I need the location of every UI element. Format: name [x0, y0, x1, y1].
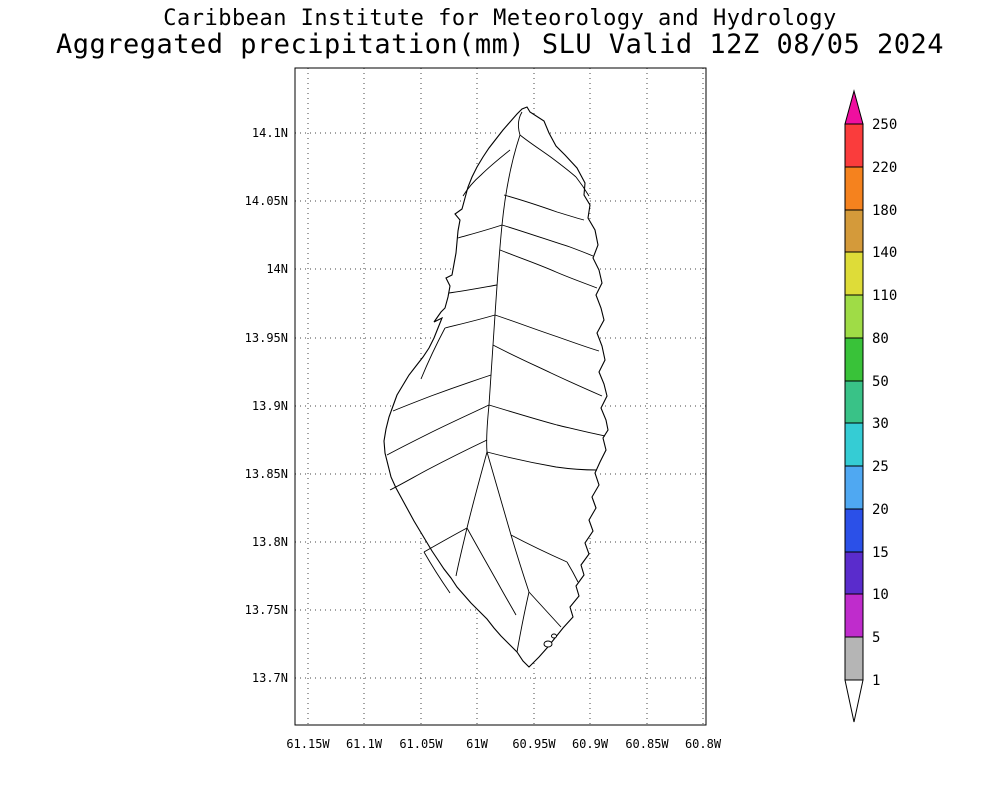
- colorbar-level-label: 20: [872, 502, 889, 518]
- colorbar-segment: [844, 593, 864, 638]
- lon-tick-label: 60.85W: [625, 737, 669, 751]
- colorbar-level-label: 110: [872, 288, 897, 304]
- colorbar-segment: [844, 508, 864, 553]
- colorbar-arrow-top: [844, 89, 864, 125]
- colorbar-arrow-bottom: [844, 679, 864, 723]
- lon-tick-label: 61.05W: [399, 737, 443, 751]
- colorbar-level-label: 80: [872, 331, 889, 347]
- lat-tick-label: 13.85N: [245, 467, 288, 481]
- colorbar-segment: [844, 551, 864, 595]
- lat-tick-label: 13.8N: [252, 535, 288, 549]
- lon-axis: 61.15W 61.1W 61.05W 61W 60.95W 60.9W 60.…: [286, 737, 722, 751]
- colorbar-level-label: 10: [872, 587, 889, 603]
- lat-tick-label: 13.95N: [245, 331, 288, 345]
- colorbar-segment: [844, 337, 864, 382]
- colorbar-segment: [844, 294, 864, 339]
- figure-title-institution: Caribbean Institute for Meteorology and …: [163, 6, 837, 31]
- colorbar-segment: [844, 636, 864, 681]
- colorbar-segment: [844, 465, 864, 510]
- colorbar-level-label: 180: [872, 203, 897, 219]
- colorbar-segment: [844, 422, 864, 467]
- colorbar: [844, 89, 864, 723]
- lon-tick-label: 60.95W: [512, 737, 556, 751]
- colorbar-segment: [844, 123, 864, 168]
- lon-tick-label: 61.15W: [286, 737, 330, 751]
- lat-tick-label: 14N: [266, 262, 288, 276]
- lat-tick-label: 14.1N: [252, 126, 288, 140]
- colorbar-level-label: 250: [872, 117, 897, 133]
- colorbar-level-label: 30: [872, 416, 889, 432]
- colorbar-level-label: 25: [872, 459, 889, 475]
- lon-tick-label: 61W: [466, 737, 488, 751]
- offshore-islet-small: [551, 633, 557, 639]
- colorbar-level-label: 15: [872, 545, 889, 561]
- colorbar-level-label: 50: [872, 374, 889, 390]
- plot-frame: [294, 67, 707, 726]
- lon-tick-label: 60.8W: [685, 737, 722, 751]
- colorbar-segment: [844, 209, 864, 253]
- colorbar-segment: [844, 380, 864, 424]
- lat-tick-label: 13.75N: [245, 603, 288, 617]
- colorbar-segment: [844, 251, 864, 296]
- lon-tick-label: 61.1W: [346, 737, 383, 751]
- lat-tick-label: 14.05N: [245, 194, 288, 208]
- colorbar-level-label: 220: [872, 160, 897, 176]
- lon-tick-label: 60.9W: [572, 737, 609, 751]
- lat-axis: 14.1N 14.05N 14N 13.95N 13.9N 13.85N 13.…: [245, 126, 288, 685]
- offshore-islet: [543, 640, 553, 648]
- figure-title-main: Aggregated precipitation(mm) SLU Valid 1…: [55, 29, 945, 60]
- lat-tick-label: 13.7N: [252, 671, 288, 685]
- colorbar-level-label: 5: [872, 630, 880, 646]
- colorbar-labels: 250 220 180 140 110 80 50 30 25 20 15 10…: [872, 117, 897, 689]
- island-coastline: [383, 106, 609, 668]
- lat-tick-label: 13.9N: [252, 399, 288, 413]
- colorbar-segment: [844, 166, 864, 211]
- watershed-lines: [386, 111, 606, 653]
- colorbar-level-label: 1: [872, 673, 880, 689]
- colorbar-level-label: 140: [872, 245, 897, 261]
